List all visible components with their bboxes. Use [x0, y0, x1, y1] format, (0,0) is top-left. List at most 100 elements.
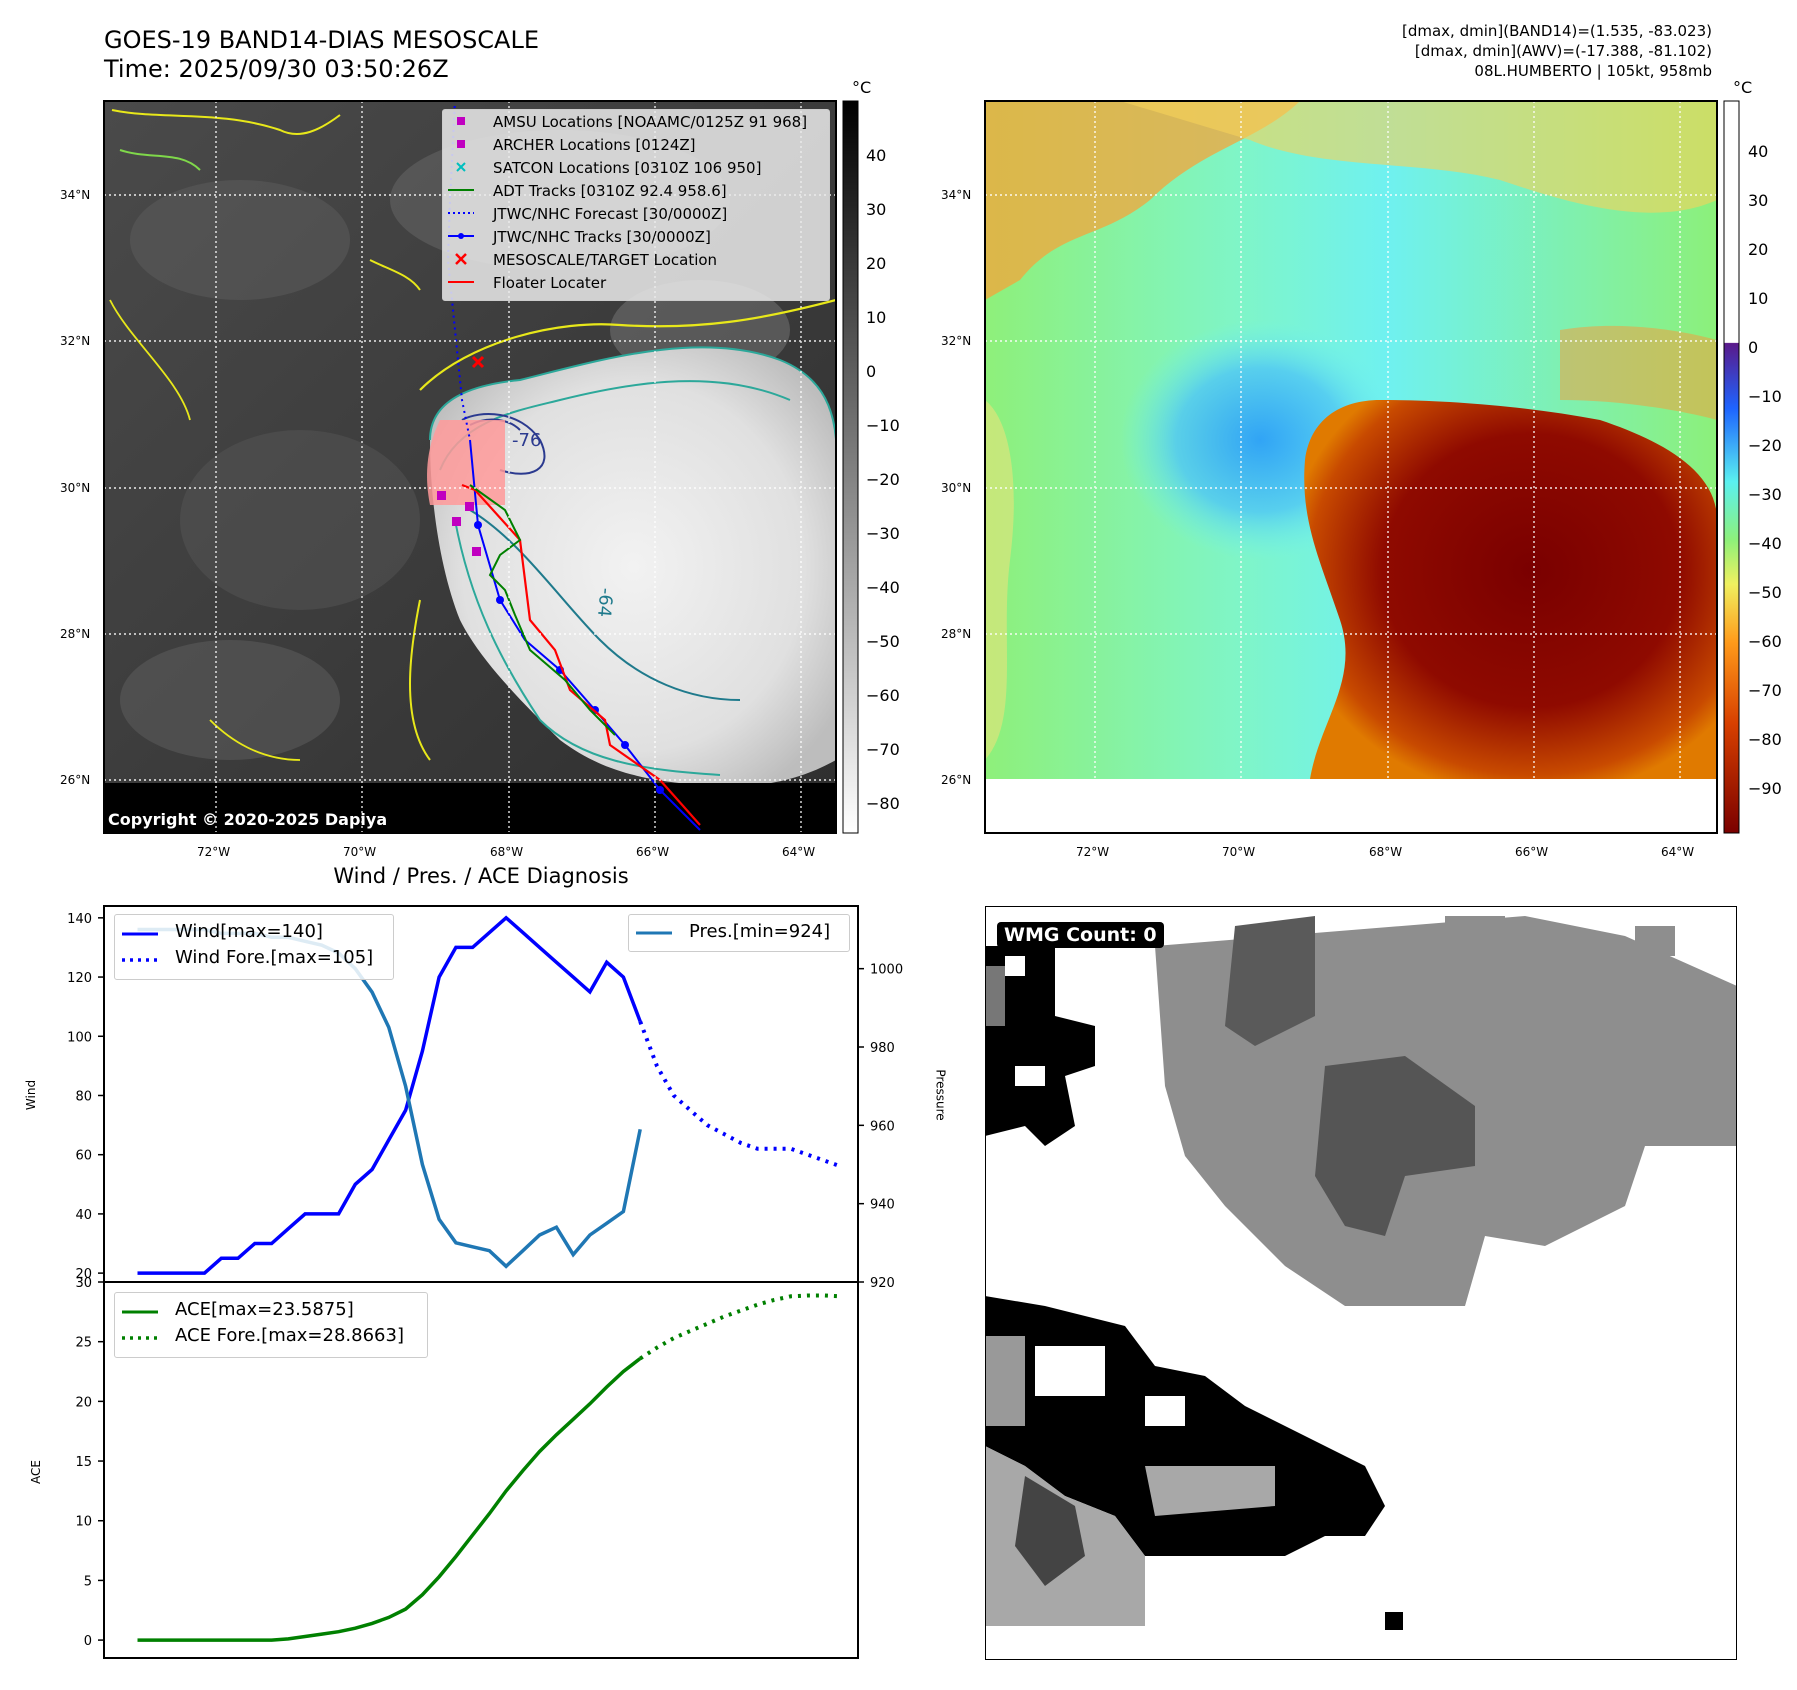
wind-legend-label: Wind[max=140] — [175, 921, 323, 942]
wind-ytick-label: 20 — [75, 1267, 92, 1282]
legend-tracks: JTWC/NHC Tracks [30/0000Z] — [493, 228, 711, 246]
awv-cb-m90: −90 — [1748, 779, 1782, 798]
diagnosis-chart: 20 40 60 80 100 120 140 920 940 960 980 1000 0 5 10 15 2… — [67, 905, 903, 1659]
ir-colorbar-unit: °C — [852, 78, 872, 97]
ir-cb-m50: −50 — [866, 632, 900, 651]
pres-legend — [628, 914, 850, 952]
wind-ytick-label: 100 — [67, 1030, 92, 1045]
awv-lon-64: 64°W — [1661, 845, 1695, 859]
ace-fore-legend-label: ACE Fore.[max=28.8663] — [175, 1325, 404, 1346]
awv-lon-66: 66°W — [1515, 845, 1549, 859]
ir-map-legend — [442, 109, 830, 301]
ir-cb-m20: −20 — [866, 470, 900, 489]
ace-ytick-label: 15 — [75, 1455, 92, 1470]
series-line-bottom-1 — [639, 1293, 842, 1361]
pres-legend-marker — [636, 931, 672, 935]
ir-lon-70: 70°W — [343, 845, 377, 859]
ir-lat-30: 30°N — [60, 481, 91, 495]
ace-ytick-label: 0 — [84, 1634, 92, 1649]
ir-cb-m30: −30 — [866, 524, 900, 543]
ir-cb-m80: −80 — [866, 794, 900, 813]
ir-cb-m40: −40 — [866, 578, 900, 597]
legend-satcon-marker — [456, 162, 466, 172]
wind-ylabel: Wind — [24, 1079, 39, 1111]
legend-amsu-marker — [457, 117, 465, 125]
wind-ytick-label: 120 — [67, 971, 92, 986]
ir-lon-64: 64°W — [782, 845, 816, 859]
awv-cb-m50: −50 — [1748, 583, 1782, 602]
ace-ylabel: ACE — [28, 1460, 43, 1484]
legend-adt: ADT Tracks [0310Z 92.4 958.6] — [493, 182, 727, 200]
awv-cb-0: 0 — [1748, 338, 1759, 357]
ace-ytick-label: 20 — [75, 1395, 92, 1410]
pres-ytick-label: 980 — [870, 1041, 895, 1056]
info-line-1: [dmax, dmin](BAND14)=(1.535, -83.023) — [1401, 22, 1712, 40]
awv-lat-26: 26°N — [941, 773, 972, 787]
awv-lat-28: 28°N — [941, 627, 972, 641]
series-line-top-1 — [638, 1020, 842, 1169]
ir-lat-34: 34°N — [60, 188, 91, 202]
wind-ytick-label: 140 — [67, 912, 92, 927]
pres-ytick-label: 1000 — [870, 963, 903, 978]
ace-ytick-label: 10 — [75, 1515, 92, 1530]
legend-target: MESOSCALE/TARGET Location — [493, 251, 718, 269]
ir-lon-66: 66°W — [636, 845, 670, 859]
ir-cb-m70: −70 — [866, 740, 900, 759]
awv-cb-20: 20 — [1748, 240, 1769, 259]
contour-label-76: -76 — [512, 430, 542, 451]
wind-legend — [114, 914, 394, 980]
wind-ytick-label: 40 — [75, 1208, 92, 1223]
wind-ytick-label: 80 — [75, 1089, 92, 1104]
series-line-bottom-0 — [137, 1357, 642, 1642]
ir-lat-28: 28°N — [60, 627, 91, 641]
series-line-top-2 — [137, 927, 642, 1269]
awv-cb-30: 30 — [1748, 191, 1769, 210]
awv-lon-70: 70°W — [1222, 845, 1256, 859]
awv-lon-68: 68°W — [1369, 845, 1403, 859]
legend-archer: ARCHER Locations [0124Z] — [493, 136, 696, 154]
page-title: GOES-19 BAND14-DIAS MESOSCALE — [104, 26, 540, 54]
legend-tracks-marker — [448, 233, 474, 239]
awv-lon-72: 72°W — [1076, 845, 1110, 859]
legend-amsu: AMSU Locations [NOAAMC/0125Z 91 968] — [493, 113, 808, 131]
awv-lat-34: 34°N — [941, 188, 972, 202]
wind-fore-legend-label: Wind Fore.[max=105] — [175, 947, 374, 968]
legend-forecast: JTWC/NHC Forecast [30/0000Z] — [493, 205, 728, 223]
pres-ytick-label: 960 — [870, 1119, 895, 1134]
awv-lat-32: 32°N — [941, 334, 972, 348]
awv-cb-m40: −40 — [1748, 534, 1782, 553]
awv-cb-m30: −30 — [1748, 485, 1782, 504]
ir-cb-10: 10 — [866, 308, 887, 327]
awv-cb-m70: −70 — [1748, 681, 1782, 700]
ir-cb-0: 0 — [866, 362, 877, 381]
wmg-count-badge: WMG Count: 0 — [997, 922, 1164, 948]
awv-map — [984, 100, 1740, 834]
ir-cb-m60: −60 — [866, 686, 900, 705]
wind-ytick-label: 60 — [75, 1149, 92, 1164]
ir-legend-markers — [448, 117, 474, 283]
ir-lat-26: 26°N — [60, 773, 91, 787]
ace-panel-frame — [103, 1281, 859, 1659]
info-line-2: [dmax, dmin](AWV)=(-17.388, -81.102) — [1414, 42, 1712, 60]
awv-cb-10: 10 — [1748, 289, 1769, 308]
awv-cb-m10: −10 — [1748, 387, 1782, 406]
ace-ytick-label: 25 — [75, 1336, 92, 1351]
ir-lon-68: 68°W — [490, 845, 524, 859]
ir-lat-32: 32°N — [60, 334, 91, 348]
ace-ytick-label: 30 — [75, 1276, 92, 1291]
pres-legend-label: Pres.[min=924] — [689, 921, 831, 942]
page-time: Time: 2025/09/30 03:50:26Z — [104, 55, 449, 83]
ir-map-copyright: Copyright © 2020-2025 Dapiya — [108, 810, 388, 829]
ir-cb-30: 30 — [866, 200, 887, 219]
ace-legend — [114, 1292, 428, 1358]
awv-lat-30: 30°N — [941, 481, 972, 495]
legend-floater: Floater Locater — [493, 274, 607, 292]
wmg-panel — [985, 906, 1737, 1660]
awv-colorbar-unit: °C — [1733, 78, 1753, 97]
diagnosis-title: Wind / Pres. / ACE Diagnosis — [333, 864, 629, 888]
ace-legend-markers — [122, 1310, 158, 1340]
pres-ytick-label: 940 — [870, 1198, 895, 1213]
series-line-top-0 — [137, 915, 642, 1275]
pressure-ylabel: Pressure — [933, 1069, 948, 1121]
ir-cb-20: 20 — [866, 254, 887, 273]
